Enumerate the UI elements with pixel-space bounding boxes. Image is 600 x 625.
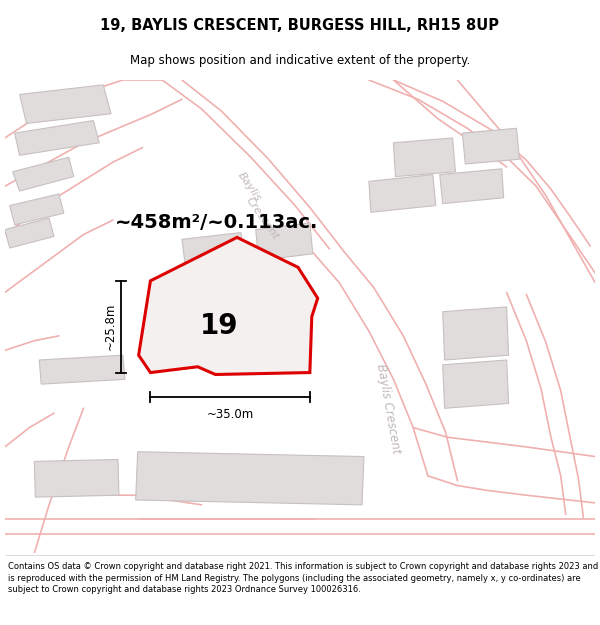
Polygon shape: [259, 339, 297, 369]
Polygon shape: [39, 355, 125, 384]
Polygon shape: [20, 85, 111, 124]
Polygon shape: [172, 271, 239, 323]
Polygon shape: [182, 232, 245, 270]
Text: 19: 19: [200, 312, 239, 340]
Polygon shape: [440, 169, 503, 204]
Polygon shape: [136, 452, 364, 505]
Polygon shape: [14, 121, 99, 156]
Polygon shape: [394, 138, 455, 176]
Polygon shape: [5, 218, 54, 248]
Polygon shape: [10, 194, 64, 225]
Text: ~458m²/~0.113ac.: ~458m²/~0.113ac.: [115, 213, 318, 232]
Text: Contains OS data © Crown copyright and database right 2021. This information is : Contains OS data © Crown copyright and d…: [8, 562, 598, 594]
Polygon shape: [443, 360, 509, 408]
Polygon shape: [369, 174, 436, 213]
Polygon shape: [13, 158, 74, 191]
Polygon shape: [139, 238, 318, 374]
Text: Map shows position and indicative extent of the property.: Map shows position and indicative extent…: [130, 54, 470, 68]
Text: ~25.8m: ~25.8m: [104, 303, 117, 351]
Text: Baylis: Baylis: [235, 170, 262, 202]
Polygon shape: [443, 307, 509, 360]
Polygon shape: [256, 223, 313, 261]
Text: 19, BAYLIS CRESCENT, BURGESS HILL, RH15 8UP: 19, BAYLIS CRESCENT, BURGESS HILL, RH15 …: [101, 18, 499, 32]
Text: ~35.0m: ~35.0m: [206, 408, 254, 421]
Polygon shape: [34, 459, 119, 497]
Text: Crescent: Crescent: [244, 195, 281, 241]
Polygon shape: [175, 275, 269, 348]
Polygon shape: [463, 128, 520, 164]
Polygon shape: [249, 328, 298, 371]
Text: Baylis Crescent: Baylis Crescent: [374, 362, 403, 454]
